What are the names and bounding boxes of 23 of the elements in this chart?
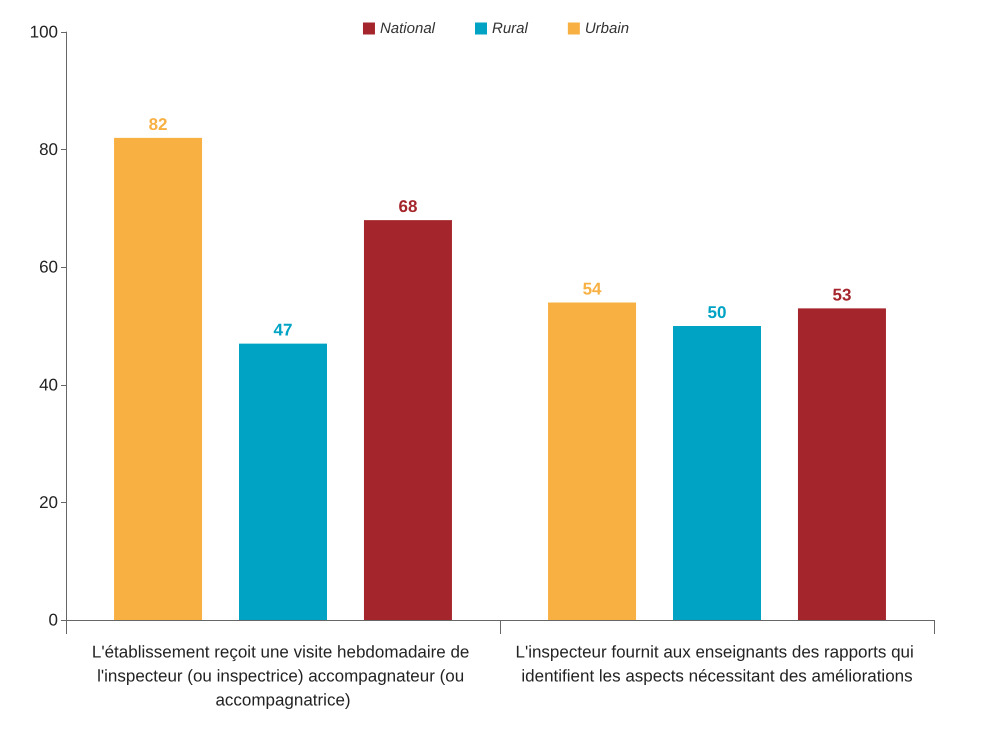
data-label: 82 [148,114,168,134]
data-label: 68 [398,197,418,216]
y-tick-label: 20 [39,492,58,512]
x-tick-label: L'établissement reçoit une visite hebdomadaire de l'inspecteur (ou inspectrice) accompagnateur (ou accompagnatrice) [92,642,474,710]
y-tick-label: 0 [48,610,58,630]
data-label: 47 [274,320,292,340]
y-tick-label: 60 [39,258,58,277]
data-label: 50 [708,303,726,322]
bar [673,326,761,620]
x-tick-label: L'inspecteur fournit aux enseignants des rapports qui identifient les aspects nécessitant des améliorations [516,642,918,686]
legend-label: Rural [492,20,529,37]
bar [114,138,202,620]
y-tick-label: 80 [39,140,58,160]
bar [548,302,636,620]
y-tick-label: 100 [30,22,58,42]
y-tick-label: 40 [39,375,58,394]
legend-label: Urbain [584,20,630,37]
data-label: 54 [582,279,602,298]
bar [364,220,452,620]
data-label: 53 [832,285,852,304]
bar [239,344,327,620]
legend-label: National [380,20,436,37]
bar [798,308,886,620]
